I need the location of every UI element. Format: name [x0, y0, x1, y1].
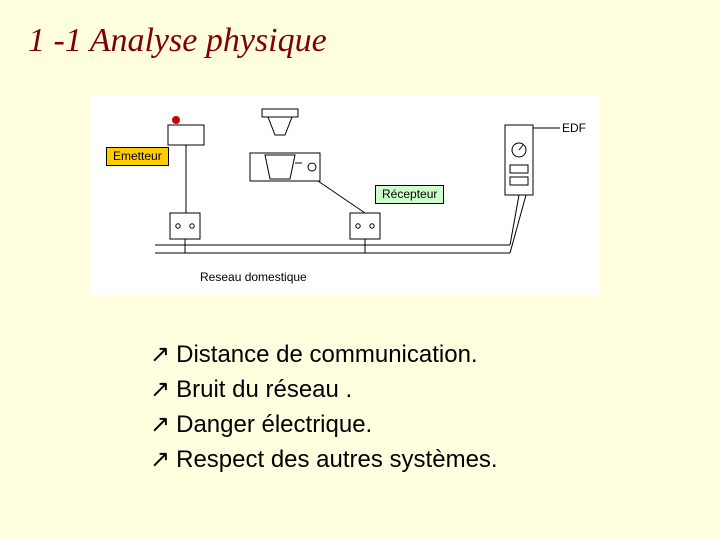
edf-label: EDF: [562, 121, 586, 135]
bullet-list: ↗Distance de communication.↗Bruit du rés…: [150, 340, 498, 480]
arrow-up-right-icon: ↗: [150, 410, 170, 439]
bullet-item: ↗Bruit du réseau .: [150, 375, 498, 404]
bullet-text: Respect des autres systèmes.: [176, 446, 497, 474]
bullet-item: ↗Danger électrique.: [150, 410, 498, 439]
arrow-up-right-icon: ↗: [150, 445, 170, 474]
schematic-svg: [90, 95, 600, 295]
bullet-text: Bruit du réseau .: [176, 376, 352, 404]
bullet-text: Distance de communication.: [176, 341, 477, 369]
bullet-text: Danger électrique.: [176, 411, 372, 439]
emitter-label: Emetteur: [106, 147, 169, 166]
bullet-item: ↗Respect des autres systèmes.: [150, 445, 498, 474]
bullet-item: ↗Distance de communication.: [150, 340, 498, 369]
network-diagram: Emetteur Récepteur EDF Reseau domestique: [90, 95, 600, 295]
page-title: 1 -1 Analyse physique: [28, 22, 327, 60]
diagram-caption: Reseau domestique: [200, 270, 307, 284]
receiver-label: Récepteur: [375, 185, 444, 204]
arrow-up-right-icon: ↗: [150, 375, 170, 404]
arrow-up-right-icon: ↗: [150, 340, 170, 369]
